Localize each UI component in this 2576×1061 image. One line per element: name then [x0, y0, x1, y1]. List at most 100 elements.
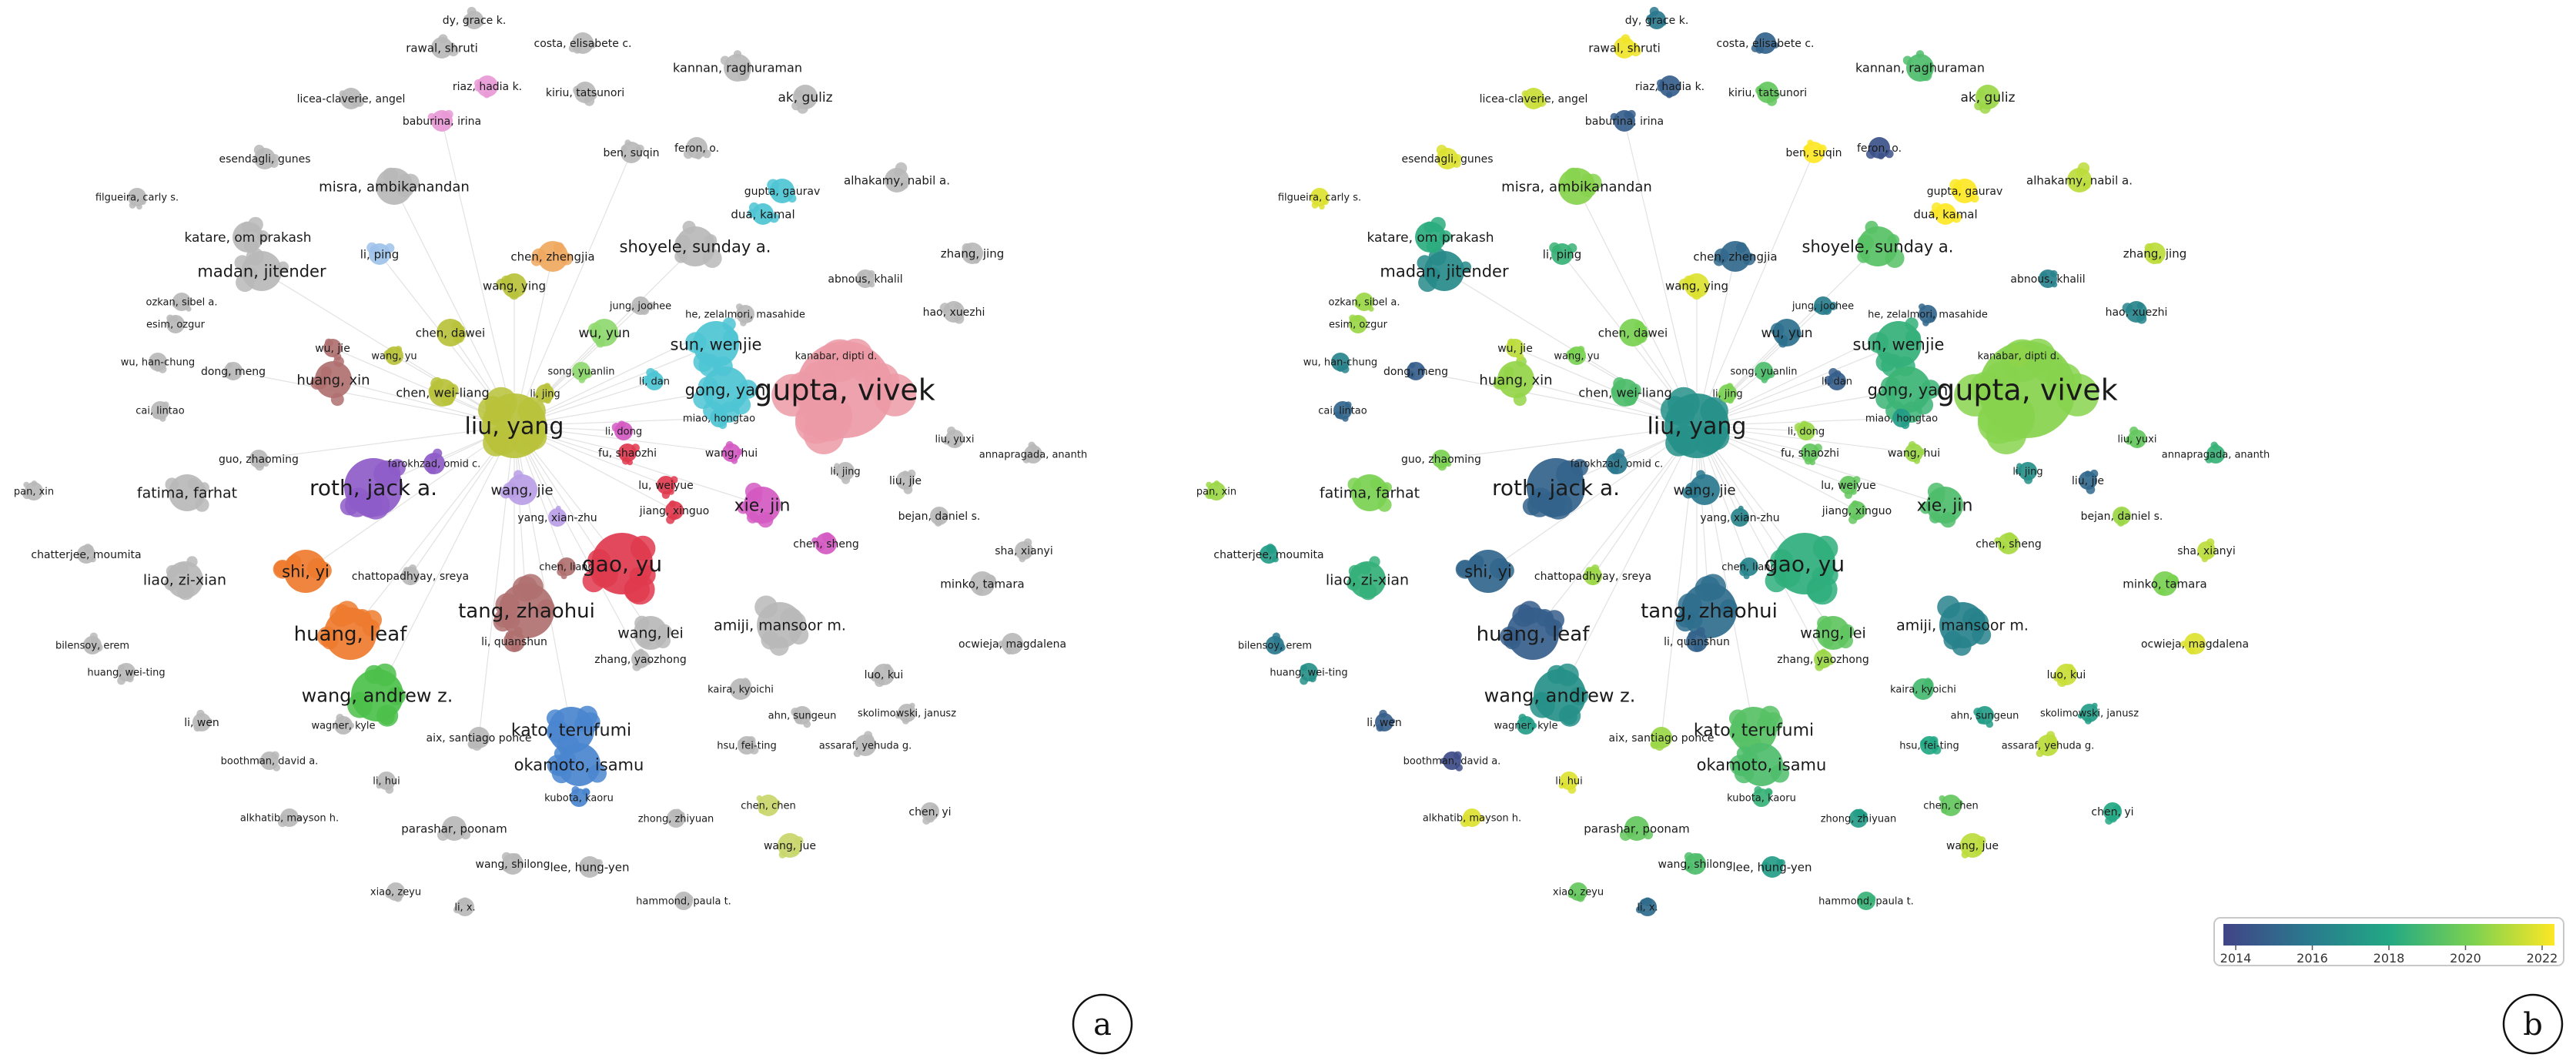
author-node[interactable] [2113, 507, 2131, 527]
author-node[interactable] [1765, 533, 1838, 605]
author-node[interactable] [546, 705, 601, 756]
author-node[interactable] [1949, 179, 1979, 203]
author-node[interactable] [1816, 615, 1855, 650]
author-node[interactable] [1260, 544, 1279, 564]
author-node[interactable] [832, 462, 855, 484]
author-node[interactable] [1566, 346, 1586, 365]
author-node[interactable] [939, 301, 965, 324]
author-node[interactable] [1022, 441, 1043, 464]
author-node[interactable] [233, 216, 269, 253]
author-node[interactable] [1937, 595, 1992, 656]
author-node[interactable] [921, 802, 939, 825]
author-node[interactable] [1794, 420, 1815, 440]
author-node[interactable] [1506, 338, 1524, 361]
author-node[interactable] [618, 443, 640, 466]
author-node[interactable] [1517, 714, 1537, 735]
author-node[interactable] [1929, 202, 1962, 225]
author-node[interactable] [323, 338, 342, 361]
author-node[interactable] [500, 470, 537, 506]
author-node[interactable] [366, 242, 395, 265]
author-node[interactable] [2052, 664, 2077, 688]
author-node[interactable] [1755, 362, 1775, 383]
author-node[interactable] [1558, 167, 1602, 205]
author-node[interactable] [930, 507, 948, 527]
author-node[interactable] [1650, 727, 1672, 751]
author-node[interactable] [657, 476, 678, 499]
author-node[interactable] [942, 427, 964, 448]
author-node[interactable] [720, 50, 751, 82]
author-node[interactable] [166, 314, 185, 334]
author-node[interactable] [856, 269, 875, 288]
author-node[interactable] [224, 362, 243, 380]
author-node[interactable] [1354, 293, 1374, 312]
author-node[interactable] [1333, 401, 1352, 422]
author-node[interactable] [2122, 301, 2147, 324]
author-node[interactable] [738, 736, 759, 755]
author-node[interactable] [1619, 816, 1654, 841]
author-node[interactable] [683, 137, 711, 159]
author-node[interactable] [437, 816, 471, 841]
author-node[interactable] [1770, 319, 1802, 348]
author-node[interactable] [1974, 85, 2000, 114]
author-node[interactable] [767, 179, 797, 203]
author-node[interactable] [1973, 706, 1994, 728]
author-node[interactable] [791, 706, 811, 728]
author-node[interactable] [870, 664, 895, 688]
author-node[interactable] [1954, 338, 2099, 454]
author-node[interactable] [730, 678, 751, 700]
author-node[interactable] [273, 550, 332, 593]
author-node[interactable] [347, 663, 406, 727]
author-node[interactable] [1417, 247, 1472, 293]
author-node[interactable] [1375, 709, 1396, 732]
author-node[interactable] [791, 85, 818, 114]
author-node[interactable] [579, 856, 603, 878]
author-node[interactable] [234, 247, 289, 293]
author-node[interactable] [467, 727, 490, 751]
author-node[interactable] [674, 892, 694, 910]
author-node[interactable] [1849, 808, 1868, 828]
author-node[interactable] [2015, 462, 2038, 484]
author-node[interactable] [192, 709, 213, 732]
author-node[interactable] [376, 771, 396, 794]
author-node[interactable] [1729, 743, 1789, 786]
author-node[interactable] [1803, 139, 1827, 163]
author-node[interactable] [1875, 366, 1940, 423]
author-node[interactable] [463, 6, 484, 29]
author-node[interactable] [1892, 408, 1911, 430]
author-node[interactable] [2153, 571, 2179, 596]
author-node[interactable] [2125, 427, 2146, 448]
author-node[interactable] [2039, 269, 2058, 288]
author-node[interactable] [1713, 241, 1755, 272]
author-node[interactable] [573, 82, 597, 106]
author-node[interactable] [317, 601, 382, 660]
author-node[interactable] [778, 833, 804, 859]
author-node[interactable] [1752, 786, 1773, 807]
author-node[interactable] [1521, 88, 1547, 109]
author-node[interactable] [1436, 145, 1462, 169]
author-node[interactable] [401, 564, 420, 585]
author-node[interactable] [2205, 441, 2226, 464]
author-node[interactable] [431, 34, 459, 59]
author-node[interactable] [825, 344, 852, 366]
author-node[interactable] [1751, 32, 1779, 54]
author-node[interactable] [1440, 751, 1463, 771]
author-node[interactable] [427, 109, 453, 132]
author-node[interactable] [895, 702, 916, 725]
author-node[interactable] [151, 401, 169, 422]
author-node[interactable] [128, 188, 146, 210]
author-node[interactable] [962, 243, 983, 264]
author-node[interactable] [1567, 882, 1587, 902]
author-node[interactable] [1660, 387, 1730, 458]
author-node[interactable] [2144, 243, 2166, 264]
author-node[interactable] [998, 633, 1023, 655]
author-node[interactable] [385, 882, 405, 902]
author-node[interactable] [423, 448, 445, 474]
author-node[interactable] [477, 387, 547, 458]
author-node[interactable] [582, 533, 656, 605]
author-node[interactable] [1801, 443, 1822, 466]
author-node[interactable] [631, 296, 655, 315]
author-node[interactable] [1848, 500, 1866, 524]
author-node[interactable] [674, 220, 722, 268]
author-node[interactable] [1857, 892, 1876, 910]
author-node[interactable] [453, 897, 474, 917]
